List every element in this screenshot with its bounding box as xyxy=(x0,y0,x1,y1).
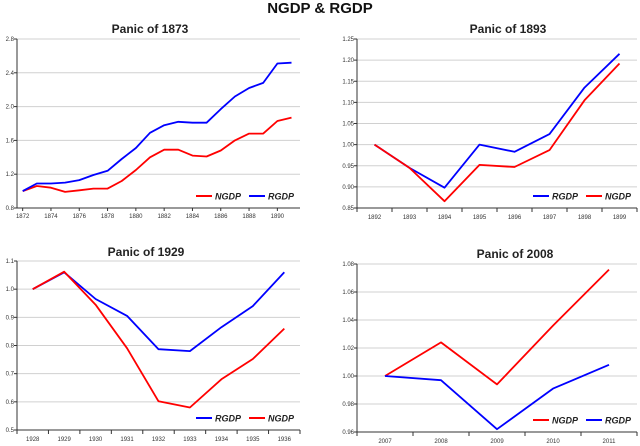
x-tick-label: 1893 xyxy=(403,215,417,221)
y-tick-label: 0.85 xyxy=(342,206,354,212)
y-tick-label: 1.02 xyxy=(342,346,354,352)
x-tick-label: 1930 xyxy=(89,437,103,443)
x-tick-label: 1872 xyxy=(16,214,30,220)
panel-2: Panic of 1929 0.5 0.6 0.7 0.8 0.9 1.0 1.1 1928 19… xyxy=(6,245,301,443)
y-tick-label: 0.96 xyxy=(342,430,354,436)
x-tick-label: 1886 xyxy=(214,214,228,220)
x-tick-label: 1884 xyxy=(186,214,200,220)
y-tick-label: 0.5 xyxy=(6,428,15,434)
x-tick-label: 2007 xyxy=(378,439,392,445)
x-tick-label: 1880 xyxy=(129,214,143,220)
y-tick-label: 2.0 xyxy=(6,105,15,111)
x-tick-label: 1892 xyxy=(368,215,382,221)
x-tick-label: 1888 xyxy=(242,214,256,220)
y-tick-label: 0.8 xyxy=(6,206,15,212)
chart-title: Panic of 1893 xyxy=(470,22,547,36)
chart-title: Panic of 1873 xyxy=(112,22,189,36)
x-tick-label: 1896 xyxy=(508,215,522,221)
series-line-rgdp xyxy=(374,53,621,189)
y-tick-label: 1.00 xyxy=(342,374,354,380)
y-tick-label: 1.25 xyxy=(342,37,354,43)
series-line-rgdp xyxy=(32,271,285,353)
y-tick-label: 1.04 xyxy=(342,318,354,324)
x-tick-label: 1931 xyxy=(120,437,134,443)
x-tick-label: 1874 xyxy=(44,214,58,220)
x-tick-label: 2009 xyxy=(490,439,504,445)
y-tick-label: 1.0 xyxy=(6,287,15,293)
legend-label: RGDP xyxy=(215,414,242,424)
series-line-ngdp xyxy=(32,270,285,409)
y-tick-label: 1.20 xyxy=(342,58,354,64)
y-tick-label: 1.2 xyxy=(6,172,15,178)
legend-label: RGDP xyxy=(268,192,295,202)
x-tick-label: 2010 xyxy=(546,439,560,445)
main-title: NGDP & RGDP xyxy=(267,0,373,17)
x-tick-label: 1882 xyxy=(157,214,171,220)
y-tick-label: 0.98 xyxy=(342,402,354,408)
y-tick-label: 0.95 xyxy=(342,164,354,170)
panel-0: Panic of 1873 0.8 1.2 1.6 2.0 2.4 2.8 1872 1874 1… xyxy=(6,22,300,220)
x-tick-label: 1899 xyxy=(613,215,627,221)
legend-label: NGDP xyxy=(215,192,242,202)
panel-1: Panic of 1893 0.85 0.90 0.95 1.00 1.05 1.10 1.1… xyxy=(342,22,638,221)
y-tick-label: 1.1 xyxy=(6,259,15,265)
panel-3: Panic of 2008 0.96 0.98 1.00 1.02 1.04 1.06 1.0… xyxy=(342,247,638,445)
x-tick-label: 1935 xyxy=(246,437,260,443)
x-tick-label: 2011 xyxy=(603,439,617,445)
series-line-ngdp xyxy=(22,116,292,193)
y-tick-label: 0.9 xyxy=(6,315,15,321)
y-tick-label: 1.08 xyxy=(342,262,354,268)
y-tick-label: 1.15 xyxy=(342,79,354,85)
series-line-rgdp xyxy=(384,363,610,431)
x-tick-label: 1929 xyxy=(57,437,71,443)
series-line-ngdp xyxy=(384,268,610,386)
x-tick-label: 1898 xyxy=(578,215,592,221)
series-line-ngdp xyxy=(374,62,621,203)
y-tick-label: 1.6 xyxy=(6,138,15,144)
series-line-rgdp xyxy=(22,61,292,192)
y-tick-label: 0.90 xyxy=(342,185,354,191)
legend-label: NGDP xyxy=(268,414,295,424)
legend-label: RGDP xyxy=(605,416,632,426)
x-tick-label: 1934 xyxy=(215,437,229,443)
chart-title: Panic of 2008 xyxy=(477,247,554,261)
legend-label: NGDP xyxy=(552,416,579,426)
x-tick-label: 1876 xyxy=(73,214,87,220)
legend-label: RGDP xyxy=(552,192,579,202)
x-tick-label: 1933 xyxy=(183,437,197,443)
x-tick-label: 1897 xyxy=(543,215,557,221)
legend-label: NGDP xyxy=(605,192,632,202)
x-tick-label: 1932 xyxy=(152,437,166,443)
x-tick-label: 1890 xyxy=(271,214,285,220)
x-tick-label: 1928 xyxy=(26,437,40,443)
y-tick-label: 0.7 xyxy=(6,372,15,378)
y-tick-label: 0.8 xyxy=(6,344,15,350)
x-tick-label: 1894 xyxy=(438,215,452,221)
x-tick-label: 1936 xyxy=(278,437,292,443)
y-tick-label: 1.00 xyxy=(342,143,354,149)
x-tick-label: 1878 xyxy=(101,214,115,220)
y-tick-label: 2.8 xyxy=(6,37,15,43)
y-tick-label: 1.05 xyxy=(342,122,354,128)
x-tick-label: 1895 xyxy=(473,215,487,221)
chart-title: Panic of 1929 xyxy=(108,245,185,259)
y-tick-label: 1.10 xyxy=(342,100,354,106)
x-tick-label: 2008 xyxy=(434,439,448,445)
y-tick-label: 2.4 xyxy=(6,71,15,77)
y-tick-label: 1.06 xyxy=(342,290,354,296)
y-tick-label: 0.6 xyxy=(6,400,15,406)
